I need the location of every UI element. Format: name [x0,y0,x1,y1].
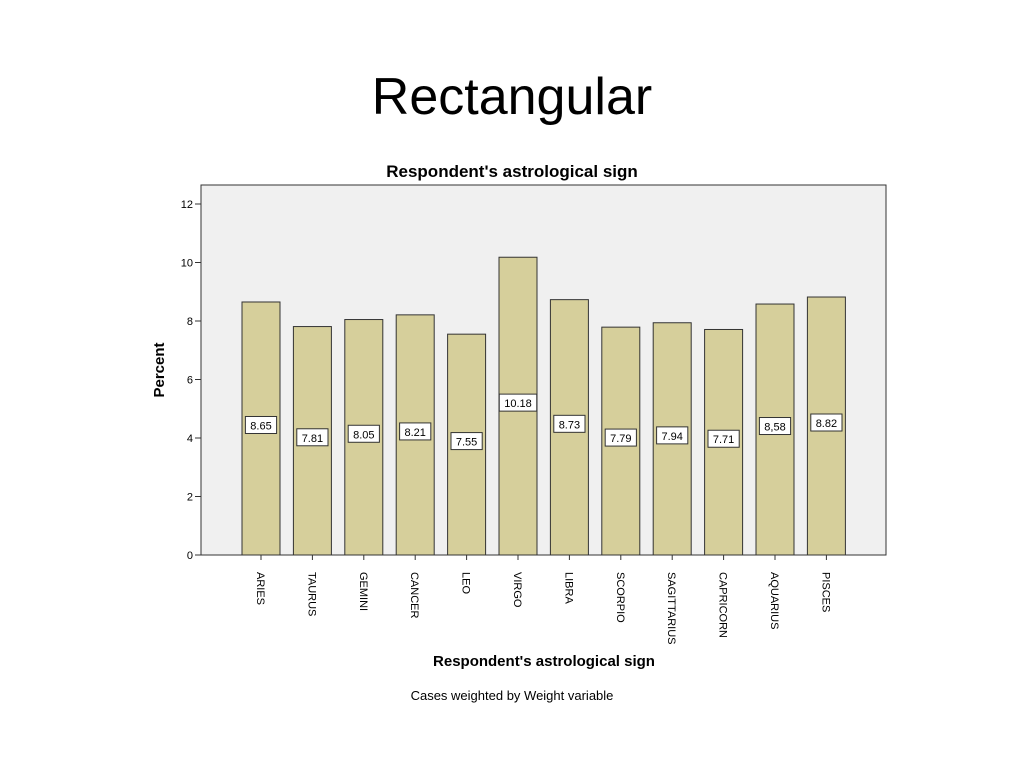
category-label: SAGITTARIUS [665,572,677,645]
data-label: 7.71 [713,434,734,446]
category-label: TAURUS [305,572,317,616]
y-tick-label: 2 [187,492,193,504]
y-tick-label: 10 [181,258,193,270]
data-label: 8.82 [816,418,837,430]
category-labels: ARIES TAURUS GEMINI CANCER LEO VIRGO LIBRA SCOR… [254,555,831,645]
x-axis-title: Respondent's astrological sign [433,653,655,670]
y-tick-label: 4 [187,433,193,445]
data-label-box [758,417,792,436]
data-label-box [656,426,689,445]
y-tick-label: 12 [181,199,193,211]
category-label: SCORPIO [614,572,626,623]
data-label-box [296,428,329,447]
data-label-box [450,432,483,451]
y-tick-label: 6 [187,375,193,387]
category-label: VIRGO [511,572,523,608]
data-label: 7.81 [302,433,323,445]
data-label-box [604,428,637,447]
data-label: 8.73 [559,419,580,431]
y-tick-label: 0 [187,550,193,562]
data-label: 8,58 [764,422,785,434]
category-label: AQUARIUS [768,572,780,629]
bars: 8.65 7.81 8.05 8.21 7.55 10.18 8.73 7.79 7.94 7.7… [241,256,846,556]
data-label-box [810,413,843,432]
data-label: 8.21 [404,427,425,439]
chart-title: Respondent's astrological sign [386,162,638,181]
category-label: PISCES [819,572,831,612]
data-label: 7.94 [661,431,682,443]
y-tick-label: 8 [187,316,193,328]
category-label: CAPRICORN [717,572,729,638]
data-label-box [347,424,380,443]
data-label-box [498,393,538,412]
category-label: GEMINI [357,572,369,611]
data-label: 10.18 [504,398,532,410]
category-label: CANCER [408,572,420,619]
data-label: 7.79 [610,433,631,445]
data-label: 8.65 [250,420,271,432]
data-label: 7.55 [456,437,477,449]
y-axis-title: Percent [151,342,168,397]
footnote: Cases weighted by Weight variable [411,688,614,703]
data-label-box [707,429,740,448]
category-label: ARIES [254,572,266,605]
data-label-box [399,422,432,441]
data-label-box [244,415,278,434]
data-label-box [553,414,586,433]
slide-title: Rectangular [371,68,653,126]
category-label: LIBRA [562,572,574,604]
data-label: 8.05 [353,429,374,441]
y-axis: 0 2 4 6 8 10 12 [181,199,201,562]
category-label: LEO [460,572,472,594]
